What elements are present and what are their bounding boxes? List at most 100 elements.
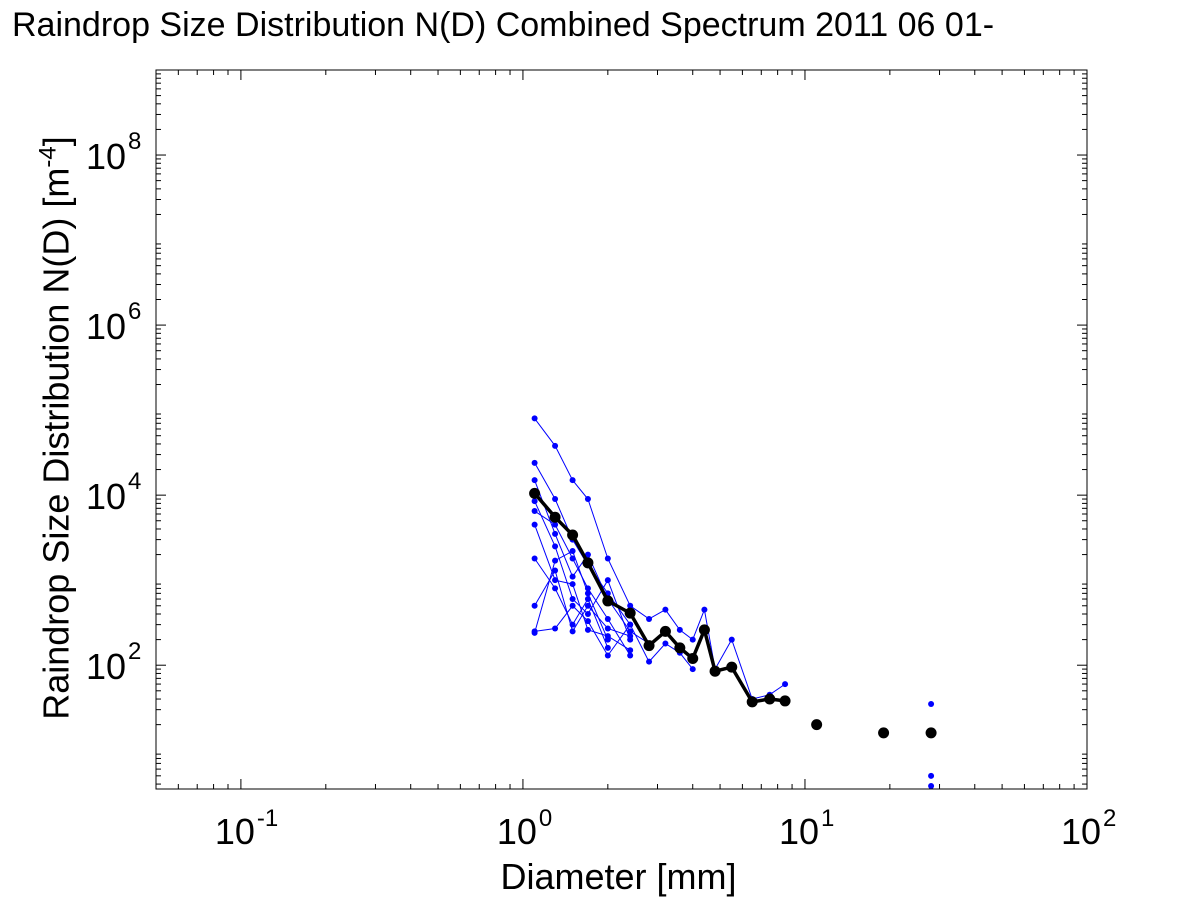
blue-data-point bbox=[569, 548, 576, 555]
blue-data-point bbox=[928, 700, 935, 707]
blue-data-point bbox=[627, 628, 634, 635]
y-tick-label-exponent: 6 bbox=[128, 298, 141, 325]
blue-data-point bbox=[569, 602, 576, 609]
blue-data-point bbox=[531, 477, 538, 484]
blue-data-point bbox=[689, 636, 696, 643]
combined-data-point bbox=[549, 511, 561, 523]
blue-data-point bbox=[584, 611, 591, 618]
combined-data-point bbox=[582, 557, 594, 569]
blue-data-point bbox=[701, 606, 708, 613]
blue-data-point bbox=[552, 521, 559, 528]
blue-data-point bbox=[728, 636, 735, 643]
x-tick-label: 10 bbox=[215, 811, 255, 852]
blue-data-point bbox=[531, 521, 538, 528]
blue-data-point bbox=[604, 636, 611, 643]
combined-data-point bbox=[925, 727, 937, 739]
combined-data-point bbox=[779, 695, 791, 707]
blue-data-point bbox=[569, 596, 576, 603]
blue-spectrum-line bbox=[534, 462, 694, 670]
blue-data-point bbox=[552, 625, 559, 632]
blue-data-point bbox=[782, 681, 789, 688]
blue-data-point bbox=[627, 602, 634, 609]
combined-data-point bbox=[726, 661, 738, 673]
blue-data-point bbox=[531, 415, 538, 422]
combined-data-point bbox=[698, 624, 710, 636]
y-axis-label-exponent: -4 bbox=[34, 146, 62, 168]
blue-data-point bbox=[627, 647, 634, 654]
blue-data-point bbox=[604, 625, 611, 632]
y-tick-label-exponent: 2 bbox=[128, 638, 141, 665]
combined-data-point bbox=[687, 652, 699, 664]
blue-data-point bbox=[531, 508, 538, 515]
combined-data-point bbox=[659, 625, 671, 637]
combined-data-point bbox=[709, 665, 721, 677]
blue-data-point bbox=[584, 590, 591, 597]
blue-data-point bbox=[552, 543, 559, 550]
blue-data-point bbox=[928, 782, 935, 789]
combined-data-point bbox=[567, 529, 579, 541]
blue-data-point bbox=[646, 615, 653, 622]
combined-spectrum-line bbox=[533, 492, 786, 704]
axes-box bbox=[155, 69, 1088, 790]
x-tick-label-exponent: 0 bbox=[539, 805, 552, 832]
x-tick-label: 10 bbox=[1061, 811, 1101, 852]
blue-data-point bbox=[689, 666, 696, 673]
blue-data-point bbox=[604, 555, 611, 562]
y-axis-label-main: Raindrop Size Distribution N(D) [m bbox=[35, 167, 77, 720]
combined-data-point bbox=[529, 487, 541, 499]
combined-data-point bbox=[643, 640, 655, 652]
blue-data-point bbox=[928, 772, 935, 779]
blue-data-point bbox=[604, 615, 611, 622]
y-tick-label: 10 bbox=[86, 646, 126, 687]
blue-data-point bbox=[531, 602, 538, 609]
y-tick-label-exponent: 8 bbox=[128, 128, 141, 155]
x-tick-label-exponent: -1 bbox=[257, 805, 278, 832]
blue-data-point bbox=[531, 498, 538, 505]
blue-data-point bbox=[646, 658, 653, 665]
y-tick-label: 10 bbox=[86, 306, 126, 347]
blue-data-point bbox=[604, 577, 611, 584]
blue-data-point bbox=[584, 551, 591, 558]
blue-data-point bbox=[531, 629, 538, 636]
combined-data-point bbox=[811, 719, 823, 731]
blue-data-point bbox=[552, 567, 559, 574]
combined-data-point bbox=[764, 693, 776, 705]
blue-data-point bbox=[569, 477, 576, 484]
blue-data-point bbox=[584, 602, 591, 609]
blue-data-point bbox=[662, 640, 669, 647]
y-tick-label-exponent: 4 bbox=[128, 468, 141, 495]
blue-data-point bbox=[676, 626, 683, 633]
blue-data-point bbox=[531, 555, 538, 562]
blue-data-point bbox=[552, 557, 559, 564]
y-axis-label-close: ] bbox=[35, 136, 77, 147]
blue-data-point bbox=[569, 573, 576, 580]
blue-data-point bbox=[627, 621, 634, 628]
blue-data-point bbox=[627, 652, 634, 659]
chart-title: Raindrop Size Distribution N(D) Combined… bbox=[12, 6, 995, 44]
blue-data-point bbox=[584, 618, 591, 625]
blue-spectrum-line bbox=[534, 569, 631, 637]
blue-data-point bbox=[531, 459, 538, 466]
combined-data-point bbox=[878, 727, 890, 739]
blue-spectrum-line bbox=[534, 500, 631, 640]
x-tick-label-exponent: 1 bbox=[821, 805, 834, 832]
blue-data-point bbox=[584, 626, 591, 633]
blue-data-point bbox=[552, 442, 559, 449]
blue-data-point bbox=[569, 628, 576, 635]
blue-data-point bbox=[604, 652, 611, 659]
x-tick-label: 10 bbox=[779, 811, 819, 852]
y-tick-label: 10 bbox=[86, 136, 126, 177]
blue-data-point bbox=[552, 585, 559, 592]
blue-data-point bbox=[662, 606, 669, 613]
blue-data-point bbox=[552, 496, 559, 503]
blue-data-point bbox=[569, 581, 576, 588]
blue-data-point bbox=[604, 644, 611, 651]
blue-data-point bbox=[584, 496, 591, 503]
x-axis-label: Diameter [mm] bbox=[500, 856, 737, 897]
combined-data-point bbox=[674, 642, 686, 654]
y-tick-label: 10 bbox=[86, 476, 126, 517]
blue-data-point bbox=[627, 633, 634, 640]
combined-data-point bbox=[602, 595, 614, 607]
